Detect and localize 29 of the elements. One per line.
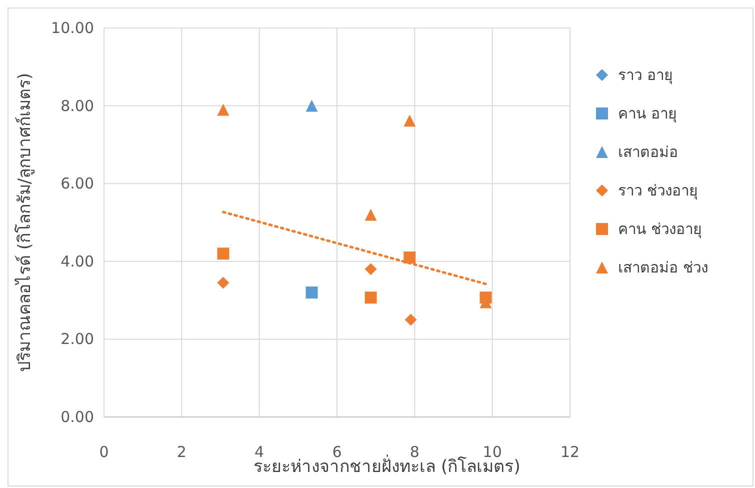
point <box>364 208 377 221</box>
point <box>217 276 230 289</box>
legend-label: ราว อายุ <box>618 66 673 85</box>
x-tick-label: 10 <box>482 443 502 461</box>
y-tick-label: 2.00 <box>60 330 94 348</box>
legend-label: เสาตอม่อ ช่วง <box>618 258 708 276</box>
point <box>404 114 416 127</box>
point <box>364 263 377 276</box>
y-tick-label: 8.00 <box>60 96 94 115</box>
x-tick-label: 12 <box>560 443 580 461</box>
x-tick-label: 0 <box>99 443 109 461</box>
legend-label: คาน ช่วงอายุ <box>618 220 702 239</box>
point <box>217 104 230 116</box>
y-axis-title: ปริมาณคลอไรด์ (กิโลกรัม/ลูกบาศก์เมตร) <box>14 72 35 372</box>
legend-label: คาน อายุ <box>618 104 677 124</box>
point <box>364 292 377 304</box>
legend-label: ราว ช่วงอายุ <box>618 182 698 200</box>
x-tick-label: 4 <box>254 443 264 461</box>
point <box>404 252 416 264</box>
point <box>306 100 318 112</box>
x-tick-label: 2 <box>176 443 186 461</box>
point <box>306 286 318 299</box>
y-tick-label: 4.00 <box>60 252 94 270</box>
point <box>404 314 417 326</box>
legend-label: เสาตอม่อ <box>618 143 678 161</box>
y-tick-label: 10.00 <box>51 19 94 37</box>
y-tick-label: 6.00 <box>60 174 94 193</box>
point <box>217 248 230 260</box>
y-tick-label: 0.00 <box>60 408 94 426</box>
